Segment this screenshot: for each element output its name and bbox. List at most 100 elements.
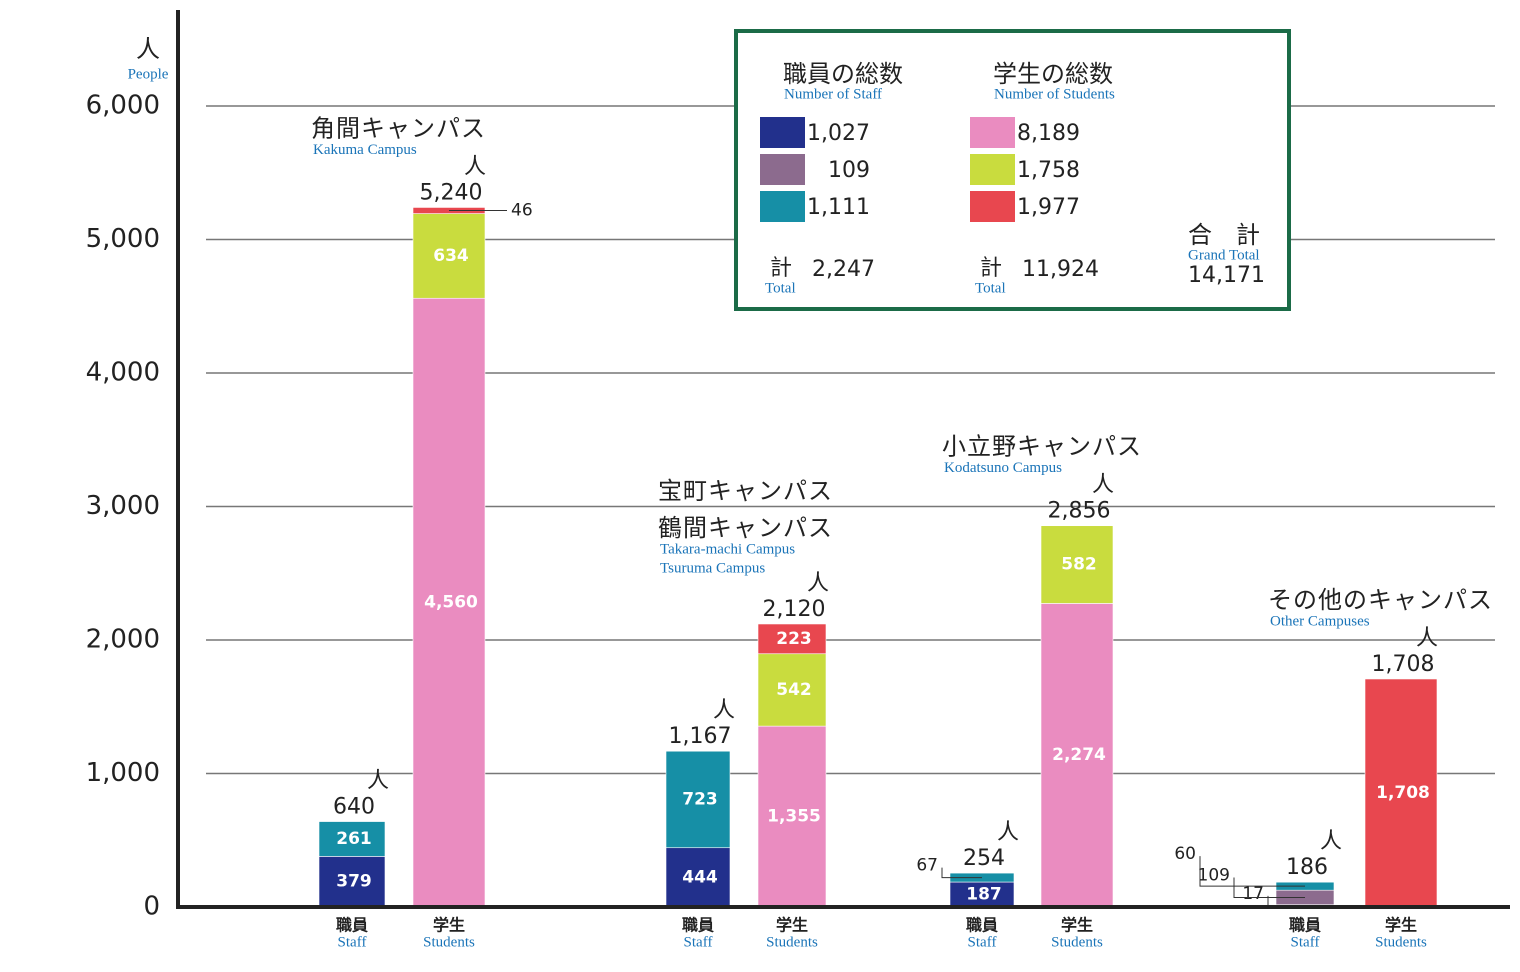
total-unit: 人 (367, 769, 389, 794)
segment-label: 582 (1061, 555, 1097, 575)
legend-swatch (760, 117, 805, 148)
y-tick-label: 2,000 (86, 625, 160, 655)
x-tick-label: 職員 (966, 916, 998, 935)
total-unit: 人 (997, 820, 1019, 845)
segment-label: 46 (511, 201, 533, 221)
legend-value: 109 (828, 158, 870, 183)
segment-label: 634 (433, 246, 469, 266)
segment-label: 223 (776, 629, 812, 649)
x-tick-label: 職員 (682, 916, 714, 935)
legend-value: 1,758 (1017, 158, 1080, 183)
segment-label: 444 (682, 867, 718, 887)
legend-total-word: 計 (980, 256, 1002, 281)
grand-total-word-en: Grand Total (1188, 247, 1260, 263)
total-unit: 人 (1416, 626, 1438, 651)
segment-label: 542 (776, 680, 812, 700)
x-tick-label-en: Students (1051, 934, 1103, 950)
bar-segment (757, 653, 827, 727)
legend-value: 1,111 (807, 195, 870, 220)
legend-value: 1,027 (807, 121, 870, 146)
segment-label: 2,274 (1052, 745, 1106, 765)
segment-label: 60 (1174, 844, 1196, 864)
segment-label: 109 (1198, 865, 1230, 885)
group-title-en: Takara-machi Campus (660, 541, 795, 557)
legend-total: 2,247 (812, 257, 875, 282)
x-tick-label-en: Students (1375, 934, 1427, 950)
legend-swatch (970, 191, 1015, 222)
segment-label: 379 (336, 872, 372, 892)
legend-title-en: Number of Students (994, 86, 1115, 102)
total-unit: 人 (1320, 829, 1342, 854)
grand-total-word: 合 計 (1188, 221, 1260, 249)
x-tick-label-en: Staff (968, 934, 997, 950)
segment-label: 187 (966, 885, 1002, 905)
bar-segment (1364, 678, 1438, 908)
total-label: 2,856 (1048, 499, 1111, 524)
total-label: 1,708 (1372, 652, 1435, 677)
x-tick-label: 職員 (1289, 916, 1321, 935)
legend-value: 8,189 (1017, 121, 1080, 146)
x-tick-label-en: Staff (1291, 934, 1320, 950)
y-unit-en: People (128, 66, 169, 82)
x-tick-label: 学生 (776, 916, 808, 935)
legend-title-en: Number of Staff (784, 86, 882, 102)
bar-segment (949, 881, 1015, 908)
grand-total: 14,171 (1188, 263, 1265, 288)
bar-segment (1040, 525, 1114, 604)
segment-label: 17 (1242, 884, 1264, 904)
x-tick-label-en: Students (423, 934, 475, 950)
group-title: 小立野キャンパス (942, 433, 1142, 461)
legend-total-word-en: Total (765, 280, 796, 296)
segment-label: 1,355 (767, 807, 821, 827)
x-tick-label-en: Staff (338, 934, 367, 950)
group-title: 角間キャンパス (311, 114, 486, 142)
y-unit: 人 (136, 35, 160, 63)
legend-swatch (970, 117, 1015, 148)
leader-line (1199, 856, 1305, 887)
x-tick-label: 学生 (1385, 916, 1417, 935)
segment-label: 261 (336, 829, 372, 849)
segment-label: 1,708 (1376, 783, 1430, 803)
legend-swatch (760, 154, 805, 185)
total-unit: 人 (1092, 473, 1114, 498)
group-title-en: Tsuruma Campus (660, 560, 765, 576)
group-title-en: Kodatsuno Campus (944, 460, 1062, 476)
legend-total-word-en: Total (975, 280, 1006, 296)
total-unit: 人 (807, 571, 829, 596)
group-title-en: Other Campuses (1270, 613, 1370, 629)
segment-label: 4,560 (424, 593, 478, 613)
legend-title: 職員の総数 (783, 60, 903, 88)
total-label: 640 (333, 795, 375, 820)
bar-segment (757, 623, 827, 655)
total-label: 1,167 (669, 724, 732, 749)
y-tick-label: 0 (143, 892, 160, 922)
total-label: 2,120 (763, 597, 826, 622)
group-title: 宝町キャンパス (658, 477, 833, 505)
bar-segment (412, 297, 486, 908)
total-label: 186 (1286, 855, 1328, 880)
group-title: 鶴間キャンパス (658, 514, 833, 542)
legend-total: 11,924 (1022, 257, 1099, 282)
y-tick-label: 3,000 (86, 491, 160, 521)
legend-swatch (970, 154, 1015, 185)
legend-swatch (760, 191, 805, 222)
x-tick-label: 職員 (336, 916, 368, 935)
y-tick-label: 5,000 (86, 224, 160, 254)
bar-segment (318, 821, 386, 857)
leader-line (1233, 877, 1305, 898)
legend-total-word: 計 (770, 256, 792, 281)
y-tick-label: 4,000 (86, 358, 160, 388)
x-tick-label-en: Students (766, 934, 818, 950)
x-tick-label: 学生 (433, 916, 465, 935)
segment-label: 723 (682, 789, 718, 809)
total-unit: 人 (713, 698, 735, 723)
legend-value: 1,977 (1017, 195, 1080, 220)
segment-label: 67 (916, 856, 938, 876)
y-tick-label: 1,000 (86, 758, 160, 788)
bar-segment (1040, 603, 1114, 908)
y-tick-label: 6,000 (86, 91, 160, 121)
total-unit: 人 (464, 154, 486, 179)
group-title-en: Kakuma Campus (313, 142, 417, 158)
total-label: 254 (963, 846, 1005, 871)
